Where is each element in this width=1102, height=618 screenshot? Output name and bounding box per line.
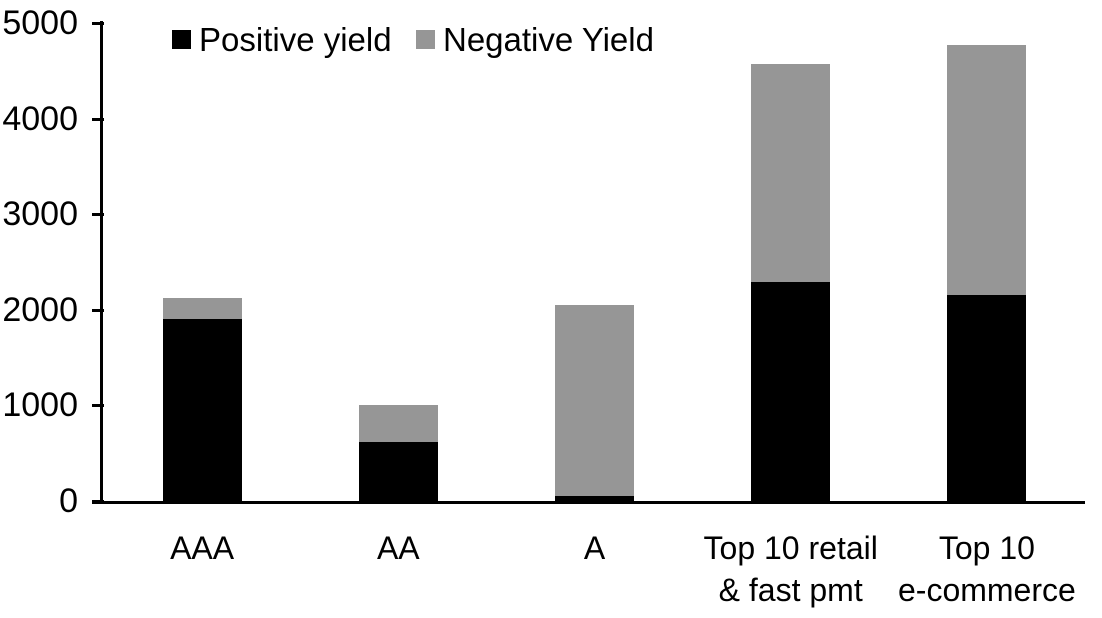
positive-yield-swatch-icon (172, 30, 191, 49)
bar-aa (358, 404, 438, 501)
y-tick-label: 0 (59, 482, 78, 520)
y-tick-mark (92, 308, 104, 312)
bar-segment-positive-yield (555, 496, 634, 501)
bar-top-10-retail-fast-pmt (751, 63, 831, 501)
y-tick-mark (92, 22, 104, 25)
y-tick-label: 1000 (2, 386, 78, 425)
y-tick-label: 5000 (2, 4, 78, 42)
y-axis-line (100, 21, 103, 504)
x-axis-label-aaa: AAA (170, 530, 235, 566)
bar-segment-positive-yield (751, 282, 831, 501)
bar-segment-positive-yield (162, 319, 242, 501)
legend-label-negative-yield: Negative Yield (443, 21, 654, 58)
legend-entry-negative-yield: Negative Yield (416, 23, 654, 56)
y-tick-mark (92, 500, 104, 503)
bar-top-10-e-commerce (947, 45, 1027, 501)
y-tick-label: 2000 (2, 290, 78, 329)
x-axis-label-top-10-retail-fast-pmt: Top 10 retail & fast pmt (703, 530, 878, 608)
bar-segment-negative-yield (358, 404, 438, 442)
bar-aaa (162, 298, 242, 501)
bar-segment-positive-yield (947, 295, 1027, 501)
bar-segment-negative-yield (947, 45, 1027, 296)
bar-segment-negative-yield (751, 63, 831, 283)
legend-label-positive-yield: Positive yield (199, 21, 392, 58)
bar-a (555, 305, 634, 501)
y-tick-mark (92, 117, 104, 121)
x-axis-label-a: A (583, 530, 606, 566)
x-axis-line (92, 501, 1085, 504)
bar-segment-positive-yield (358, 441, 438, 501)
x-axis-label-aa: AA (376, 530, 420, 566)
plot-area (104, 23, 1085, 501)
legend-entry-positive-yield: Positive yield (172, 23, 392, 56)
bar-segment-negative-yield (162, 298, 242, 320)
y-tick-label: 4000 (2, 99, 78, 138)
x-axis-label-top-10-e-commerce: Top 10 e-commerce (897, 530, 1076, 608)
bar-segment-negative-yield (555, 305, 634, 497)
y-tick-label: 3000 (2, 195, 78, 234)
negative-yield-swatch-icon (416, 30, 435, 49)
y-tick-mark (92, 404, 104, 408)
y-tick-mark (92, 213, 104, 217)
